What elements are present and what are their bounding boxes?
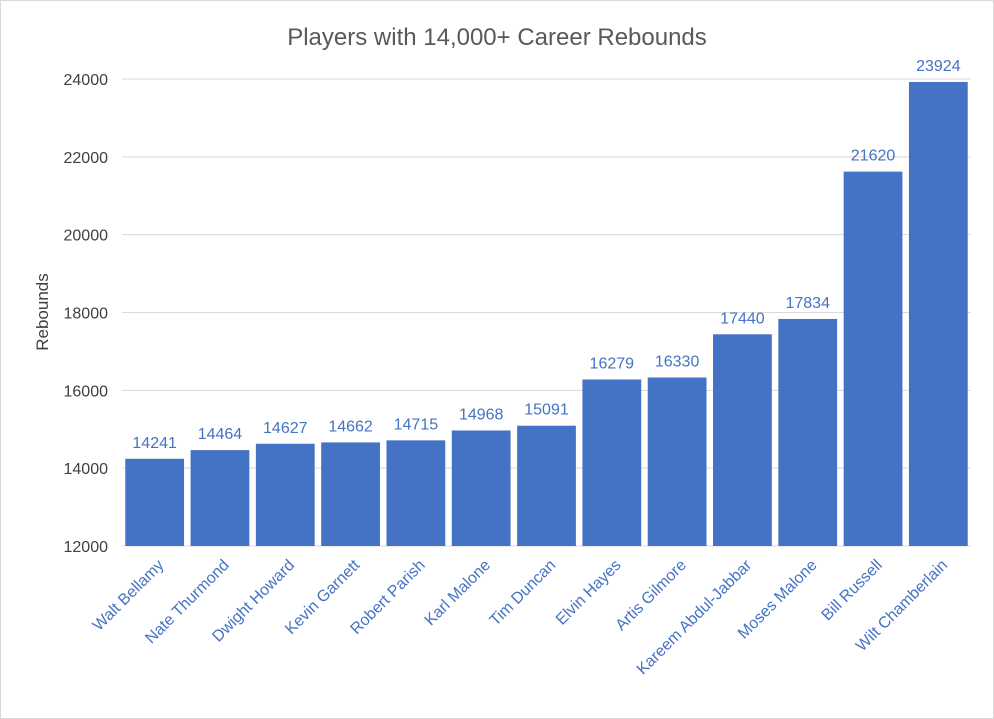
bar — [125, 458, 185, 546]
x-tick-label: Tim Duncan — [487, 557, 560, 630]
bars — [125, 81, 968, 546]
bar — [647, 377, 707, 546]
data-label: 21620 — [851, 148, 896, 165]
y-tick-label: 20000 — [64, 228, 109, 245]
bar — [451, 430, 511, 546]
y-axis-ticks: 12000 14000 16000 18000 20000 22000 24000 — [64, 72, 109, 556]
data-label: 17440 — [720, 310, 765, 327]
x-tick-label: Kareem Abdul-Jabbar — [634, 556, 756, 678]
data-label: 15091 — [524, 402, 569, 419]
data-label: 14241 — [132, 435, 177, 452]
x-tick-label: Bill Russell — [819, 557, 886, 624]
bar — [386, 440, 446, 546]
data-label: 14662 — [328, 418, 373, 435]
y-tick-label: 22000 — [64, 150, 109, 167]
y-tick-label: 24000 — [64, 72, 109, 89]
data-label: 17834 — [785, 295, 830, 312]
bar — [908, 81, 968, 546]
y-axis-label: Rebounds — [33, 273, 52, 351]
bar — [190, 450, 250, 546]
bar — [517, 425, 576, 546]
bar — [321, 442, 380, 546]
bar — [778, 318, 838, 546]
chart-title: Players with 14,000+ Career Rebounds — [287, 24, 707, 51]
x-tick-label: Karl Malone — [422, 557, 494, 629]
bar — [255, 443, 315, 546]
data-label: 14627 — [263, 420, 308, 437]
y-tick-label: 16000 — [64, 383, 109, 400]
data-label: 14968 — [459, 406, 504, 423]
data-label: 16330 — [655, 353, 700, 370]
bar — [582, 379, 642, 546]
data-label: 14464 — [198, 426, 243, 443]
data-labels: 14241 14464 14627 14662 14715 14968 15091 16279… — [132, 58, 960, 452]
data-label: 23924 — [916, 58, 961, 75]
y-tick-label: 14000 — [64, 461, 109, 478]
y-tick-label: 18000 — [64, 306, 109, 323]
data-label: 14715 — [394, 416, 439, 433]
x-tick-label: Elvin Hayes — [553, 557, 625, 629]
y-tick-label: 12000 — [64, 539, 109, 556]
bar — [713, 334, 772, 546]
data-label: 16279 — [590, 355, 635, 372]
bar — [843, 171, 903, 546]
